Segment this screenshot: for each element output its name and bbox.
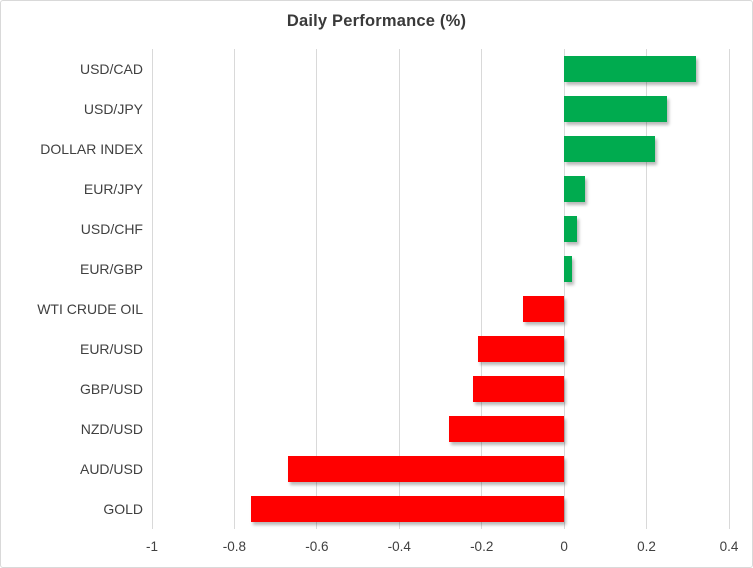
gridline	[233, 49, 235, 529]
x-tick-label: -0.6	[305, 539, 329, 554]
bar-wti-crude-oil	[522, 296, 565, 322]
gridline	[151, 49, 153, 529]
bar-usd-chf	[564, 216, 577, 242]
category-label: USD/JPY	[83, 101, 143, 117]
bar-usd-jpy	[564, 96, 668, 122]
gridline	[646, 49, 648, 529]
category-label: DOLLAR INDEX	[40, 141, 143, 157]
x-tick-label: -0.8	[222, 539, 247, 554]
x-tick-label: 0	[560, 539, 568, 554]
gridline	[563, 49, 565, 529]
category-label: EUR/GBP	[79, 261, 143, 277]
gridline	[728, 49, 730, 529]
bar-eur-gbp	[564, 256, 573, 282]
bar-gbp-usd	[473, 376, 565, 402]
gridline	[398, 49, 400, 529]
x-tick-label: 0.4	[719, 539, 739, 554]
x-tick-label: 0.2	[637, 539, 656, 554]
bar-nzd-usd	[448, 416, 565, 442]
bar-aud-usd	[288, 456, 565, 482]
x-tick-label: -0.4	[387, 539, 411, 554]
category-label: NZD/USD	[80, 421, 143, 437]
category-label: EUR/USD	[79, 341, 143, 357]
category-label: GBP/USD	[79, 381, 143, 397]
category-label: EUR/JPY	[83, 181, 143, 197]
category-label: USD/CHF	[80, 221, 143, 237]
x-tick-label: -0.2	[470, 539, 494, 554]
x-tick-label: -1	[145, 539, 158, 554]
bar-usd-cad	[564, 56, 697, 82]
bar-eur-jpy	[564, 176, 585, 202]
category-label: WTI CRUDE OIL	[37, 301, 143, 317]
bar-eur-usd	[477, 336, 565, 362]
bar-dollar-index	[564, 136, 655, 162]
bar-gold	[250, 496, 565, 522]
category-label: AUD/USD	[79, 461, 143, 477]
gridline	[316, 49, 318, 529]
chart-title: Daily Performance (%)	[286, 12, 467, 30]
gridline	[481, 49, 483, 529]
category-label: GOLD	[103, 501, 143, 517]
category-label: USD/CAD	[79, 61, 143, 77]
